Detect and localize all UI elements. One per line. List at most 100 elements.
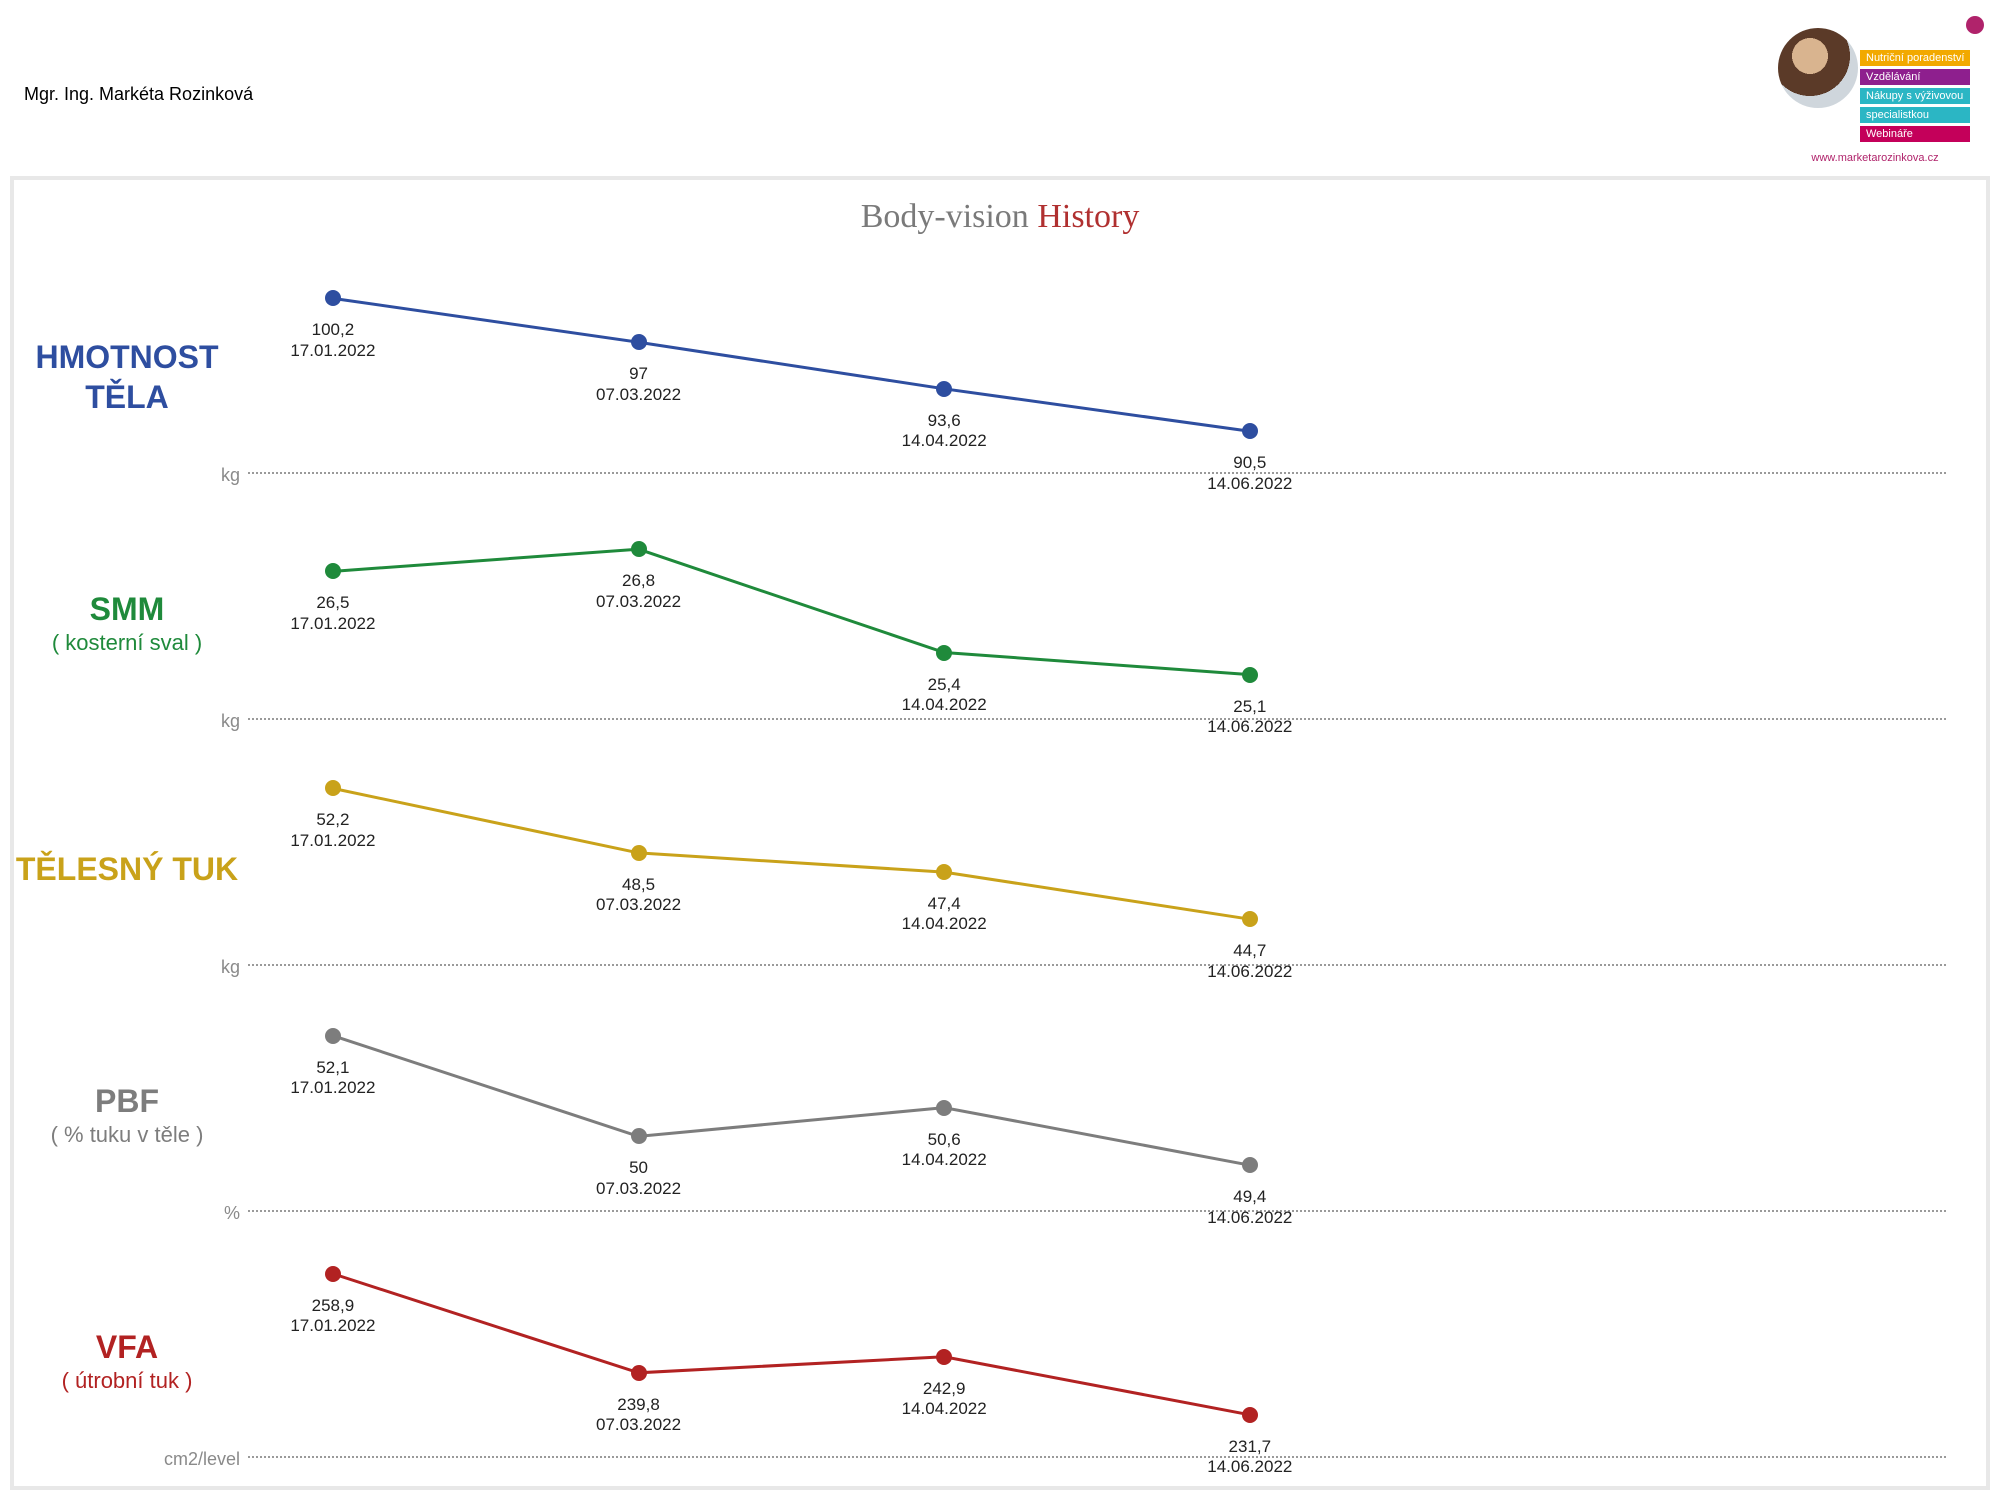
data-point — [325, 1028, 341, 1044]
data-point — [325, 1266, 341, 1282]
data-point — [936, 1349, 952, 1365]
chart-row-fat: TĚLESNÝ TUKkg52,217.01.202248,507.03.202… — [14, 746, 1986, 992]
series-line — [333, 788, 1250, 919]
point-date: 14.06.2022 — [1207, 717, 1292, 737]
series-svg — [248, 254, 1946, 500]
data-point — [936, 381, 952, 397]
point-date: 07.03.2022 — [596, 895, 681, 915]
point-value: 258,9 — [290, 1296, 375, 1316]
y-axis-title: HMOTNOST TĚLA — [14, 337, 240, 417]
series-line — [333, 549, 1250, 674]
data-point — [631, 334, 647, 350]
point-value: 93,6 — [902, 411, 987, 431]
point-date: 14.04.2022 — [902, 431, 987, 451]
chart-row-weight: HMOTNOST TĚLAkg100,217.01.20229707.03.20… — [14, 254, 1986, 500]
data-point — [1242, 423, 1258, 439]
brand-site: www.marketarozinkova.cz — [1760, 152, 1990, 164]
unit-label: kg — [164, 957, 240, 978]
unit-label: % — [164, 1203, 240, 1224]
y-axis-label: PBF( % tuku v těle ) — [14, 992, 240, 1238]
point-value: 47,4 — [902, 894, 987, 914]
point-value: 26,8 — [596, 571, 681, 591]
series-svg — [248, 992, 1946, 1238]
point-label: 231,714.06.2022 — [1207, 1437, 1292, 1478]
avatar — [1778, 28, 1858, 108]
plot-area: 258,917.01.2022 239,807.03.2022 242,914.04… — [248, 1238, 1946, 1484]
y-axis-subtitle: ( útrobní tuk ) — [62, 1367, 193, 1395]
series-line — [333, 1274, 1250, 1415]
data-point — [936, 645, 952, 661]
brand-tag: Webináře — [1860, 126, 1970, 142]
point-date: 14.06.2022 — [1207, 474, 1292, 494]
brand-tags: Nutriční poradenstvíVzděláváníNákupy s v… — [1860, 50, 1970, 145]
y-axis-title: VFA — [96, 1327, 158, 1367]
brand-card: Nutriční poradenstvíVzděláváníNákupy s v… — [1760, 10, 1990, 170]
series-line — [333, 298, 1250, 431]
point-label: 5007.03.2022 — [596, 1158, 681, 1199]
mini-logo-icon — [1966, 16, 1984, 34]
point-value: 231,7 — [1207, 1437, 1292, 1457]
title-part2: History — [1037, 198, 1139, 235]
point-value: 25,1 — [1207, 697, 1292, 717]
data-point — [631, 845, 647, 861]
plot-area: 100,217.01.2022 9707.03.2022 93,614.04.202… — [248, 254, 1946, 500]
point-label: 52,217.01.2022 — [290, 810, 375, 851]
point-value: 50 — [596, 1158, 681, 1178]
plot-area: 52,117.01.2022 5007.03.2022 50,614.04.2022… — [248, 992, 1946, 1238]
point-label: 26,807.03.2022 — [596, 571, 681, 612]
brand-tag: Nákupy s výživovou — [1860, 88, 1970, 104]
point-date: 17.01.2022 — [290, 1078, 375, 1098]
point-value: 52,1 — [290, 1058, 375, 1078]
data-point — [631, 541, 647, 557]
y-axis-label: VFA( útrobní tuk ) — [14, 1238, 240, 1484]
y-axis-subtitle: ( kosterní sval ) — [52, 629, 202, 657]
point-label: 93,614.04.2022 — [902, 411, 987, 452]
y-axis-title: SMM — [90, 589, 165, 629]
charts-container: HMOTNOST TĚLAkg100,217.01.20229707.03.20… — [14, 254, 1986, 1486]
point-date: 14.04.2022 — [902, 1399, 987, 1419]
author-name: Mgr. Ing. Markéta Rozinková — [24, 84, 253, 105]
page: Mgr. Ing. Markéta Rozinková Nutriční por… — [0, 0, 2000, 1500]
chart-row-smm: SMM( kosterní sval )kg26,517.01.202226,8… — [14, 500, 1986, 746]
point-label: 90,514.06.2022 — [1207, 453, 1292, 494]
point-label: 242,914.04.2022 — [902, 1379, 987, 1420]
point-label: 239,807.03.2022 — [596, 1395, 681, 1436]
point-label: 48,507.03.2022 — [596, 875, 681, 916]
point-date: 14.06.2022 — [1207, 1457, 1292, 1477]
point-label: 258,917.01.2022 — [290, 1296, 375, 1337]
y-axis-label: SMM( kosterní sval ) — [14, 500, 240, 746]
point-value: 50,6 — [902, 1130, 987, 1150]
data-point — [631, 1365, 647, 1381]
point-value: 242,9 — [902, 1379, 987, 1399]
point-value: 44,7 — [1207, 941, 1292, 961]
point-value: 48,5 — [596, 875, 681, 895]
point-label: 52,117.01.2022 — [290, 1058, 375, 1099]
point-label: 100,217.01.2022 — [290, 320, 375, 361]
point-date: 17.01.2022 — [290, 341, 375, 361]
point-date: 07.03.2022 — [596, 1415, 681, 1435]
unit-label: cm2/level — [164, 1449, 240, 1470]
point-value: 25,4 — [902, 675, 987, 695]
data-point — [631, 1128, 647, 1144]
series-svg — [248, 500, 1946, 746]
chart-row-pbf: PBF( % tuku v těle )% 52,117.01.2022 5007.… — [14, 992, 1986, 1238]
point-label: 44,714.06.2022 — [1207, 941, 1292, 982]
point-label: 25,414.04.2022 — [902, 675, 987, 716]
plot-area: 52,217.01.2022 48,507.03.2022 47,414.04.20… — [248, 746, 1946, 992]
data-point — [936, 1100, 952, 1116]
brand-tag: Vzdělávání — [1860, 69, 1970, 85]
point-value: 100,2 — [290, 320, 375, 340]
point-date: 14.04.2022 — [902, 1150, 987, 1170]
series-svg — [248, 1238, 1946, 1484]
point-date: 14.04.2022 — [902, 914, 987, 934]
y-axis-label: HMOTNOST TĚLA — [14, 254, 240, 500]
data-point — [1242, 1157, 1258, 1173]
brand-tag: specialistkou — [1860, 107, 1970, 123]
point-date: 07.03.2022 — [596, 1179, 681, 1199]
point-value: 26,5 — [290, 593, 375, 613]
point-date: 07.03.2022 — [596, 385, 681, 405]
chart-row-vfa: VFA( útrobní tuk )cm2/level258,917.01.20… — [14, 1238, 1986, 1484]
data-point — [1242, 911, 1258, 927]
point-value: 97 — [596, 364, 681, 384]
point-date: 14.06.2022 — [1207, 962, 1292, 982]
